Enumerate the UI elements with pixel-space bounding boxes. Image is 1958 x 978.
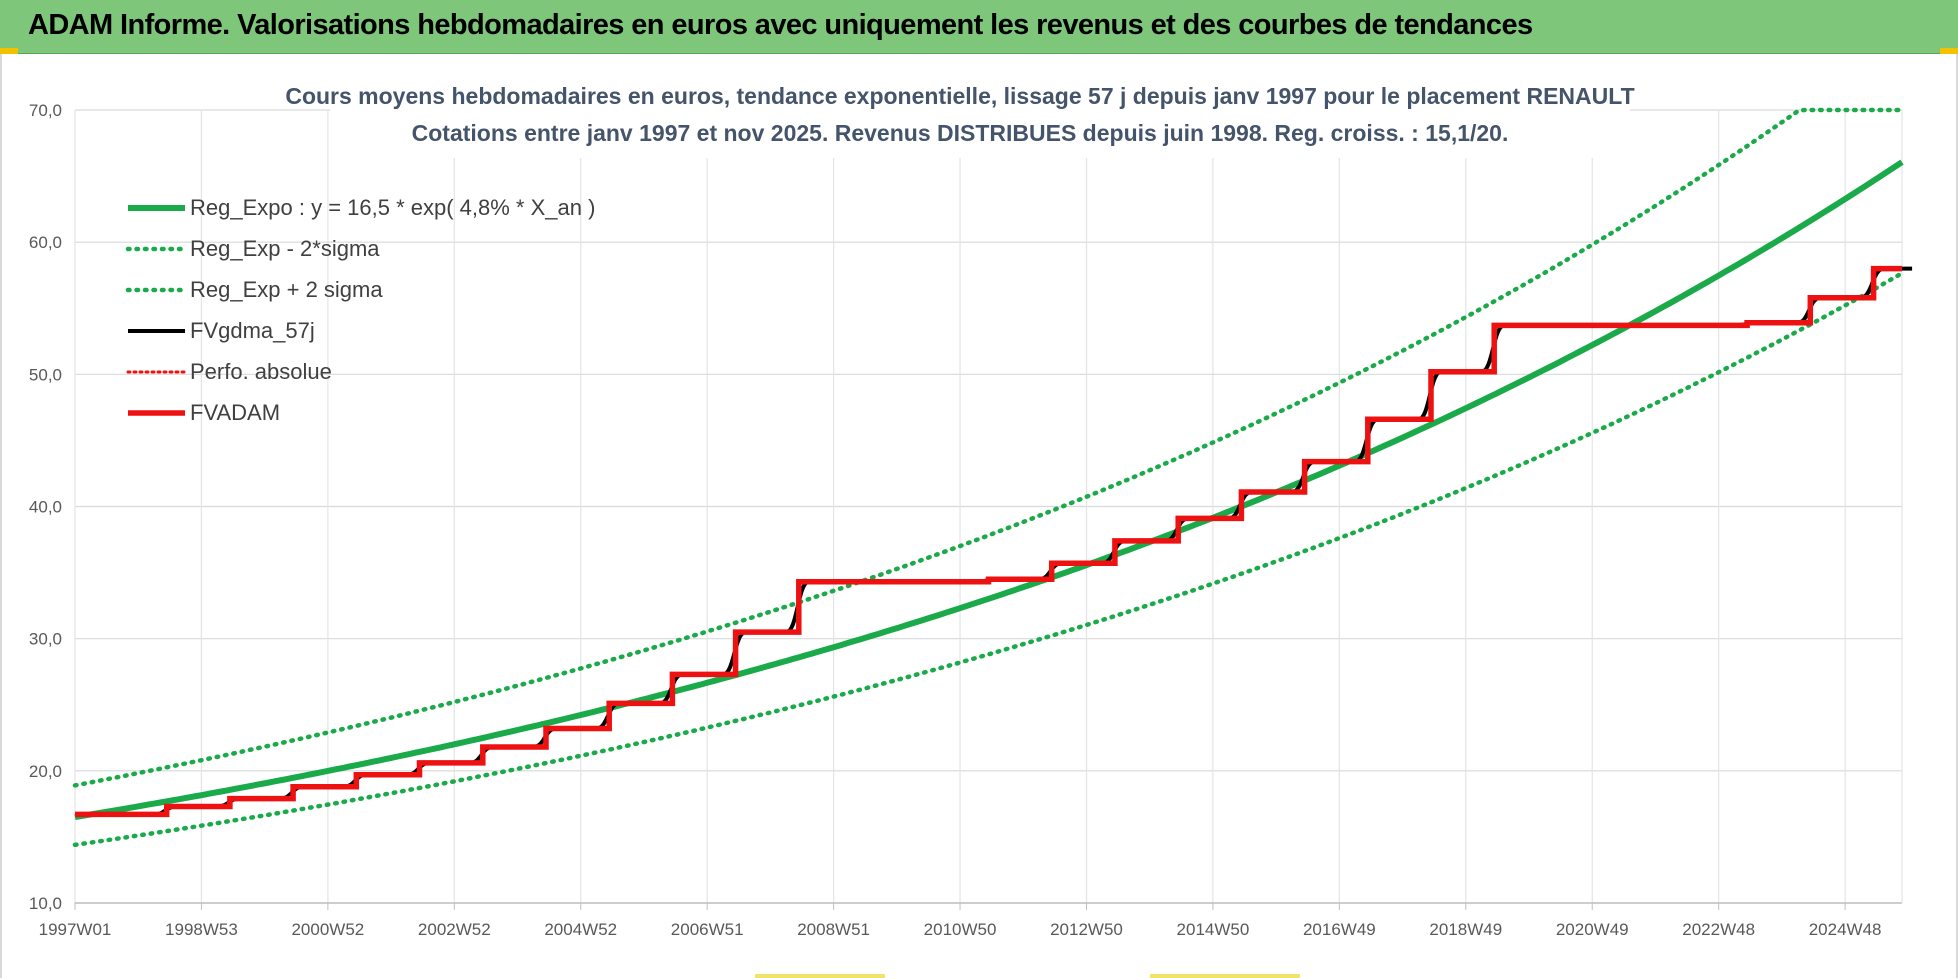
title-background	[330, 78, 1630, 158]
plot-area: 10,0 20,0 30,0 40,0 50,0 60,0 70,0 1997W01 1998W…	[29, 101, 1913, 939]
chart-title-line-1: Cours moyens hebdomadaires en euros, ten…	[285, 83, 1634, 109]
x-tick-label: 2004W52	[544, 920, 617, 939]
regression-trend-line	[74, 159, 1904, 821]
legend-label: FVgdma_57j	[190, 318, 315, 343]
x-tick-label: 1997W01	[39, 920, 112, 939]
x-tick-label: 2014W50	[1177, 920, 1250, 939]
x-tick-label: 1998W53	[165, 920, 238, 939]
x-tick-label: 2008W51	[797, 920, 870, 939]
legend-label: Perfo. absolue	[190, 359, 332, 384]
x-tick-label: 2012W50	[1050, 920, 1123, 939]
y-tick-label: 50,0	[29, 365, 62, 384]
x-tick-label: 2006W51	[671, 920, 744, 939]
y-tick-label: 20,0	[29, 762, 62, 781]
legend-label: FVADAM	[190, 400, 280, 425]
x-tick-label: 2002W52	[418, 920, 491, 939]
upper-band-line	[72, 107, 1905, 788]
y-tick-label: 40,0	[29, 498, 62, 517]
x-tick-label: 2024W48	[1809, 920, 1882, 939]
lower-band-line	[72, 270, 1905, 848]
legend-label: Reg_Exp + 2 sigma	[190, 277, 383, 302]
corner-mark-right	[1940, 48, 1958, 54]
chart-frame	[0, 54, 1958, 978]
x-tick-label: 2010W50	[924, 920, 997, 939]
header-banner: ADAM Informe. Valorisations hebdomadaire…	[0, 0, 1958, 54]
x-tick-label: 2000W52	[291, 920, 364, 939]
page-title: ADAM Informe. Valorisations hebdomadaire…	[28, 9, 1533, 41]
footer-mark-1	[755, 974, 885, 978]
y-tick-label: 60,0	[29, 233, 62, 252]
fvadam-line	[75, 265, 1902, 818]
legend-label: Reg_Expo : y = 16,5 * exp( 4,8% * X_an )	[190, 195, 595, 220]
y-tick-label: 30,0	[29, 630, 62, 649]
x-tick-label: 2016W49	[1303, 920, 1376, 939]
x-tick-label: 2020W49	[1556, 920, 1629, 939]
fvgdma-line	[75, 266, 1913, 817]
y-tick-label: 10,0	[29, 894, 62, 913]
x-tick-label: 2018W49	[1429, 920, 1502, 939]
legend-label: Reg_Exp - 2*sigma	[190, 236, 380, 261]
y-tick-label: 70,0	[29, 101, 62, 120]
chart-title-line-2: Cotations entre janv 1997 et nov 2025. R…	[412, 120, 1509, 146]
footer-mark-2	[1150, 974, 1300, 978]
x-tick-label: 2022W48	[1682, 920, 1755, 939]
corner-mark-left	[0, 48, 18, 54]
